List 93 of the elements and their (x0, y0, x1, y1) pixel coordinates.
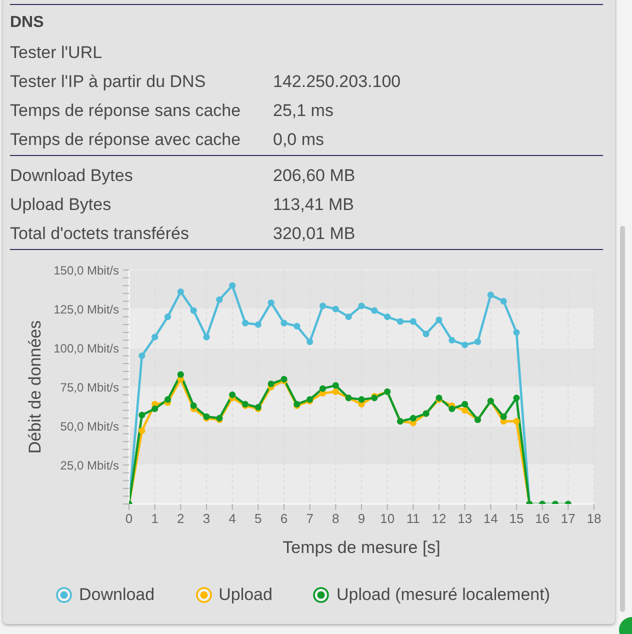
text: 142.250.203.100 (273, 72, 401, 91)
point (177, 288, 184, 296)
legend-label: Upload (218, 585, 272, 605)
point (410, 414, 416, 422)
text: 320,01 MB (273, 224, 356, 243)
point (138, 352, 146, 360)
y-tick-label: 125,0 Mbit/s (54, 302, 119, 316)
point (422, 330, 430, 338)
point (268, 299, 274, 306)
point (448, 406, 456, 412)
x-tick-label: 7 (306, 511, 314, 526)
x-tick-label: 9 (358, 511, 366, 526)
point (203, 334, 210, 340)
point (229, 392, 236, 398)
x-tick-label: 12 (432, 511, 446, 526)
category-label: Tester l'URL (10, 42, 104, 64)
point (294, 322, 300, 330)
point (280, 320, 288, 326)
point (164, 314, 172, 320)
point (487, 292, 494, 298)
point (138, 412, 146, 418)
point (371, 307, 378, 314)
x-tick-label: 14 (483, 511, 498, 526)
x-tick-label: 2 (177, 511, 184, 526)
point (345, 314, 352, 320)
point (396, 318, 404, 325)
category-label: Tester l'IP à partir du DNS (10, 71, 207, 93)
x-tick-label: 6 (280, 511, 288, 526)
point (152, 406, 158, 412)
y-tick-label: 100,0 Mbit/s (54, 341, 119, 356)
point (319, 302, 326, 310)
point (358, 302, 365, 310)
point (358, 396, 365, 403)
point (384, 314, 391, 320)
text: 206,60 MB (273, 166, 356, 185)
category-label: Temps de réponse sans cache (10, 100, 242, 122)
text: 113,41 MB (273, 195, 354, 214)
point (513, 418, 520, 425)
point (229, 282, 236, 289)
category-label: Download Bytes (10, 165, 134, 187)
point (474, 338, 482, 346)
text: DNS (10, 13, 45, 33)
point (332, 388, 339, 395)
point (177, 371, 184, 378)
point (190, 307, 197, 314)
point (462, 407, 468, 414)
category-label: Upload Bytes (10, 194, 112, 216)
point (500, 298, 507, 304)
point (513, 394, 520, 402)
point (332, 306, 339, 312)
x-tick-label: 4 (228, 511, 236, 526)
y-tick-label: 150,0 Mbit/s (54, 263, 119, 278)
point (138, 427, 146, 434)
point (462, 342, 468, 348)
point (448, 336, 456, 344)
text: 25,1 ms (273, 101, 334, 120)
point (164, 396, 172, 403)
x-tick-label: 0 (125, 511, 133, 526)
point (216, 296, 223, 303)
y-axis-title: Débit de données (26, 320, 44, 454)
x-tick-label: 11 (406, 511, 420, 526)
x-tick-label: 18 (586, 511, 602, 526)
category-label: Total d'octets transférés (10, 223, 190, 245)
category-label: Temps de réponse avec cache (10, 129, 242, 151)
point (500, 413, 507, 420)
y-tick-label: 50,0 Mbit/s (60, 419, 119, 434)
point (513, 329, 520, 336)
x-tick-label: 3 (202, 511, 210, 526)
x-tick-label: 16 (535, 511, 550, 526)
x-tick-label: 5 (254, 511, 262, 526)
point (306, 338, 314, 346)
point (462, 400, 468, 408)
point (254, 321, 262, 328)
point (152, 334, 158, 340)
point (436, 316, 442, 324)
x-tick-label: 17 (560, 511, 576, 526)
point (268, 380, 274, 388)
point (190, 402, 197, 410)
point (319, 385, 326, 392)
x-tick-label: 8 (332, 511, 340, 526)
x-tick-label: 1 (151, 511, 158, 526)
y-tick-label: 75,0 Mbit/s (60, 380, 119, 394)
point (242, 320, 249, 326)
point (332, 382, 339, 389)
x-tick-label: 10 (380, 511, 395, 526)
x-tick-label: 13 (458, 511, 472, 526)
x-tick-label: 15 (509, 511, 524, 526)
x-axis-title: Temps de mesure [s] (282, 538, 440, 557)
legend-label: Download (78, 585, 155, 605)
y-tick-label: 25,0 Mbit/s (60, 458, 119, 472)
text: 0,0 ms (273, 130, 324, 149)
legend-label: Upload (mesuré localement) (336, 585, 550, 605)
point (410, 318, 416, 325)
